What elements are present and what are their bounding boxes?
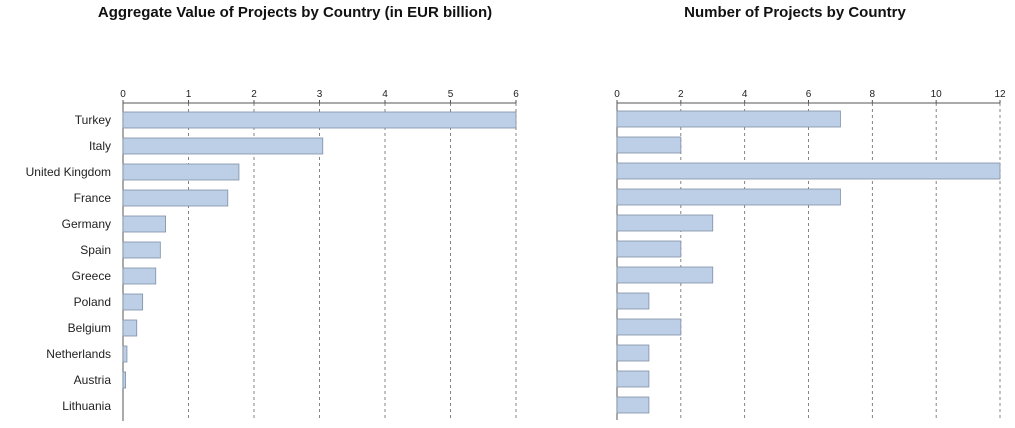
bar-aggregate-value-spain	[122, 241, 161, 259]
category-label-italy: Italy	[89, 139, 111, 153]
bar-number-of-projects-spain	[616, 240, 682, 258]
bar-aggregate-value-austria	[122, 371, 127, 389]
tick-label-aggregate-value-3: 3	[317, 89, 323, 100]
category-label-lithuania: Lithuania	[62, 399, 111, 413]
bar-aggregate-value-netherlands	[122, 345, 128, 363]
bar-number-of-projects-greece	[616, 266, 714, 284]
bar-aggregate-value-belgium	[122, 319, 138, 337]
tick-label-number-of-projects-2: 2	[678, 89, 684, 100]
bar-number-of-projects-united-kingdom	[616, 162, 1001, 180]
chart-title-aggregate-value: Aggregate Value of Projects by Country (…	[97, 4, 493, 21]
tick-label-aggregate-value-0: 0	[120, 89, 126, 100]
category-label-spain: Spain	[80, 243, 111, 257]
category-label-france: France	[74, 191, 112, 205]
category-label-belgium: Belgium	[68, 321, 111, 335]
tick-label-aggregate-value-5: 5	[448, 89, 454, 100]
bar-number-of-projects-netherlands	[616, 344, 650, 362]
bar-number-of-projects-poland	[616, 292, 650, 310]
category-label-germany: Germany	[62, 217, 111, 231]
category-label-turkey: Turkey	[75, 113, 111, 127]
tick-label-number-of-projects-10: 10	[931, 89, 943, 100]
tick-label-aggregate-value-6: 6	[513, 89, 519, 100]
category-label-poland: Poland	[74, 295, 111, 309]
tick-label-number-of-projects-4: 4	[742, 89, 748, 100]
bar-number-of-projects-italy	[616, 136, 682, 154]
bar-number-of-projects-france	[616, 188, 841, 206]
bar-number-of-projects-austria	[616, 370, 650, 388]
chart-title-number-of-projects: Number of Projects by Country	[684, 4, 906, 21]
bar-aggregate-value-germany	[122, 215, 166, 233]
category-label-united-kingdom: United Kingdom	[26, 165, 111, 179]
category-label-austria: Austria	[74, 373, 112, 387]
tick-label-aggregate-value-4: 4	[382, 89, 388, 100]
tick-label-aggregate-value-1: 1	[186, 89, 192, 100]
category-label-netherlands: Netherlands	[46, 347, 111, 361]
bar-aggregate-value-turkey	[122, 111, 517, 129]
bar-number-of-projects-turkey	[616, 110, 841, 128]
category-label-greece: Greece	[72, 269, 112, 283]
tick-label-number-of-projects-12: 12	[994, 89, 1006, 100]
bar-number-of-projects-belgium	[616, 318, 682, 336]
bar-aggregate-value-france	[122, 189, 229, 207]
bar-aggregate-value-italy	[122, 137, 324, 155]
bar-aggregate-value-poland	[122, 293, 144, 311]
bar-number-of-projects-germany	[616, 214, 714, 232]
bar-aggregate-value-united-kingdom	[122, 163, 240, 181]
tick-label-number-of-projects-0: 0	[614, 89, 620, 100]
tick-label-aggregate-value-2: 2	[251, 89, 257, 100]
tick-label-number-of-projects-8: 8	[870, 89, 876, 100]
bar-number-of-projects-lithuania	[616, 396, 650, 414]
tick-label-number-of-projects-6: 6	[806, 89, 812, 100]
bar-aggregate-value-greece	[122, 267, 157, 285]
